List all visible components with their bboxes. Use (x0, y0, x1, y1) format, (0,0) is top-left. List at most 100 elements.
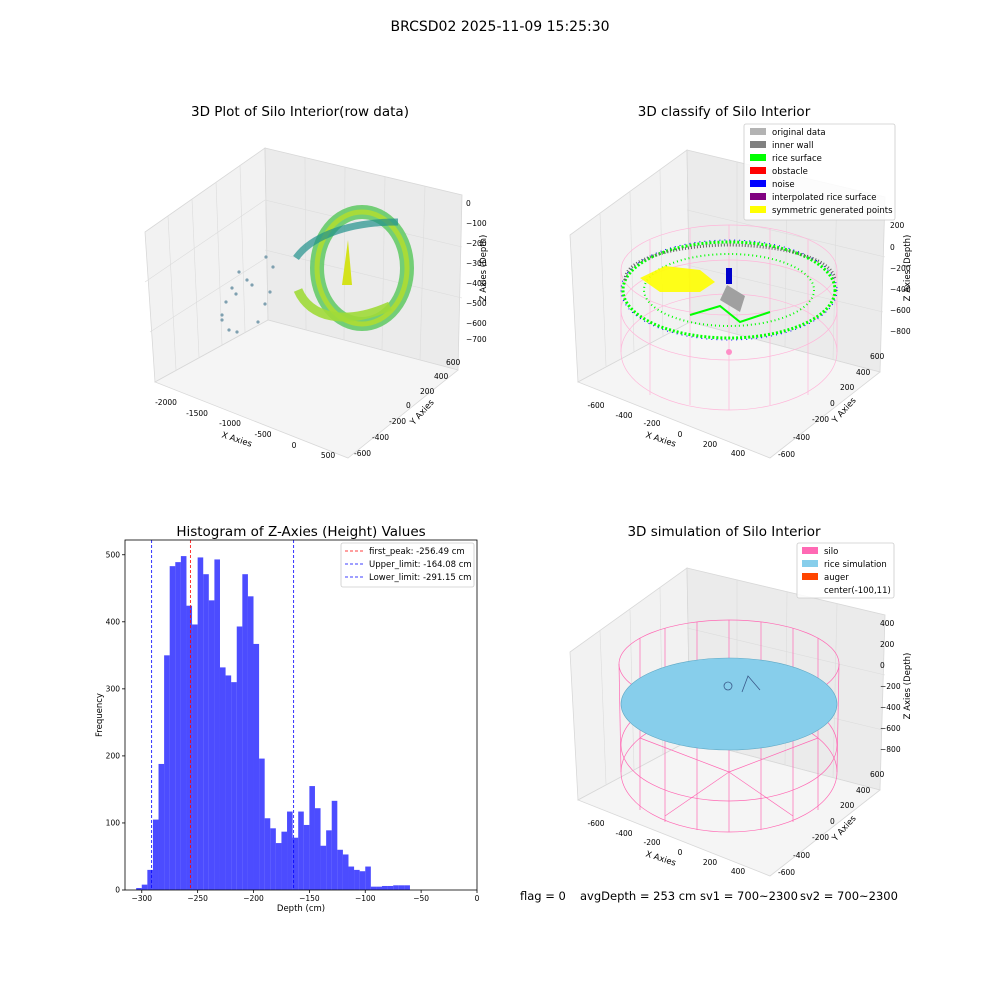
raw-y-tick: -200 (389, 417, 406, 426)
histogram-bar (264, 818, 271, 890)
histogram-x-tick-label: −150 (299, 894, 320, 903)
classify-x-tick: -600 (587, 401, 604, 410)
legend-label: interpolated rice surface (772, 193, 877, 203)
classify-point-cloud (620, 239, 838, 355)
raw-surface-front-arc (293, 287, 392, 322)
simulation-x-tick: -200 (643, 838, 660, 847)
legend-swatch (802, 573, 818, 580)
raw-z-axis-label: Z Axies (Depth) (479, 235, 489, 302)
histogram-panel: Histogram of Z-Axies (Height) Values −30… (95, 524, 480, 914)
histogram-legend: first_peak: -256.49 cm Upper_limit: -164.… (340, 542, 475, 588)
classify-z-axis-label: Z Axies (Depth) (903, 235, 913, 302)
raw-x-tick: 0 (292, 441, 297, 450)
legend-swatch (750, 180, 766, 187)
histogram-bar (158, 763, 165, 890)
histogram-bar (354, 869, 360, 890)
histogram-axes-frame (124, 539, 478, 891)
legend-swatch (802, 560, 818, 567)
simulation-x-ticks: -600 -400 -200 0 200 400 (587, 819, 745, 876)
histogram-bar (387, 885, 394, 890)
classify-original-data-cluster (720, 285, 745, 312)
histogram-bars (136, 556, 410, 890)
simulation-z-tick: 0 (880, 661, 885, 670)
raw-y-tick: 0 (406, 401, 411, 410)
histogram-bar (292, 837, 299, 890)
legend-swatch (750, 154, 766, 161)
histogram-legend-label: first_peak: -256.49 cm (369, 547, 465, 557)
histogram-bar (393, 885, 399, 890)
simulation-legend-box (796, 542, 895, 599)
histogram-bar (242, 574, 248, 890)
simulation-y-tick: -200 (812, 833, 829, 842)
histogram-bar (197, 557, 204, 890)
legend-swatch (750, 206, 766, 213)
legend-label: rice simulation (824, 560, 887, 570)
classify-z-tick: −400 (890, 285, 911, 294)
histogram-y-tick-label: 0 (115, 886, 120, 895)
status-footer: flag = 0 avgDepth = 253 cm sv1 = 700~230… (520, 889, 898, 903)
histogram-bar (169, 566, 176, 890)
classify-z-tick: −200 (890, 264, 911, 273)
histogram-bar (141, 884, 148, 890)
classify-x-tick: 0 (678, 430, 683, 439)
histogram-bar (320, 845, 327, 890)
raw-z-tick: 0 (466, 199, 471, 208)
simulation-z-tick: −200 (880, 682, 901, 691)
classify-y-tick: 600 (870, 352, 885, 361)
histogram-bar (298, 811, 304, 890)
classify-x-tick: -200 (643, 419, 660, 428)
classify-z-ticks: 200 0 −200 −400 −600 −800 (890, 221, 911, 336)
histogram-bar (152, 819, 159, 890)
histogram-bar (231, 682, 237, 890)
raw-surface-spike (342, 240, 352, 285)
histogram-x-axis-label: Depth (cm) (277, 904, 325, 914)
classify-x-ticks: -600 -400 -200 0 200 400 (587, 401, 745, 458)
histogram-bar (342, 854, 349, 890)
histogram-bar (404, 885, 410, 890)
histogram-y-tick-label: 400 (106, 617, 121, 626)
legend-label: symmetric generated points (772, 206, 893, 216)
histogram-bar (376, 886, 383, 890)
raw-surface-ring-highlight (314, 209, 410, 327)
legend-swatch (750, 193, 766, 200)
raw-y-tick: 400 (434, 372, 449, 381)
classify-z-tick: 200 (890, 221, 905, 230)
legend-label: silo (824, 547, 838, 557)
simulation-z-axis-label: Z Axies (Depth) (903, 653, 913, 720)
raw-point-cloud (220, 205, 414, 334)
legend-label: rice surface (772, 154, 822, 164)
simulation-z-ticks: 400 200 0 −200 −400 −600 −800 (880, 619, 901, 754)
classify-x-tick: 400 (731, 449, 746, 458)
raw-z-ticks: 0 −100 −200 −300 −400 −500 −600 −700 (466, 199, 487, 344)
classify-x-tick: -400 (615, 411, 632, 420)
histogram-bar (259, 758, 265, 890)
classify-z-tick: 0 (890, 243, 895, 252)
simulation-y-tick: -400 (793, 851, 810, 860)
simulation-x-tick: 0 (678, 848, 683, 857)
raw-x-tick: -1500 (186, 409, 208, 418)
legend-label: original data (772, 128, 826, 138)
classify-y-tick: -600 (778, 450, 795, 459)
simulation-x-tick: 200 (703, 858, 718, 867)
simulation-z-tick: −800 (880, 745, 901, 754)
classify-panel-title: 3D classify of Silo Interior (638, 104, 811, 120)
histogram-bar (398, 885, 405, 890)
histogram-y-tick-label: 100 (106, 818, 121, 827)
histogram-bar (208, 600, 215, 890)
raw-x-tick: -2000 (155, 398, 177, 407)
histogram-bar (136, 887, 142, 890)
classify-z-tick: −800 (890, 327, 911, 336)
histogram-bar (337, 849, 343, 890)
histogram-bar (382, 885, 388, 890)
histogram-bar (253, 643, 260, 890)
raw-z-tick: −600 (466, 319, 487, 328)
raw-panel-title: 3D Plot of Silo Interior(row data) (191, 104, 409, 120)
simulation-z-tick: −600 (880, 724, 901, 733)
histogram-bar (281, 831, 288, 890)
simulation-z-tick: 400 (880, 619, 895, 628)
classify-silo-wireframe (620, 224, 838, 411)
classify-rice-surface-inner (643, 253, 815, 327)
raw-z-tick: −400 (466, 279, 487, 288)
histogram-bar (348, 866, 355, 890)
simulation-legend: silo rice simulation auger center(-100,11) (796, 542, 895, 599)
